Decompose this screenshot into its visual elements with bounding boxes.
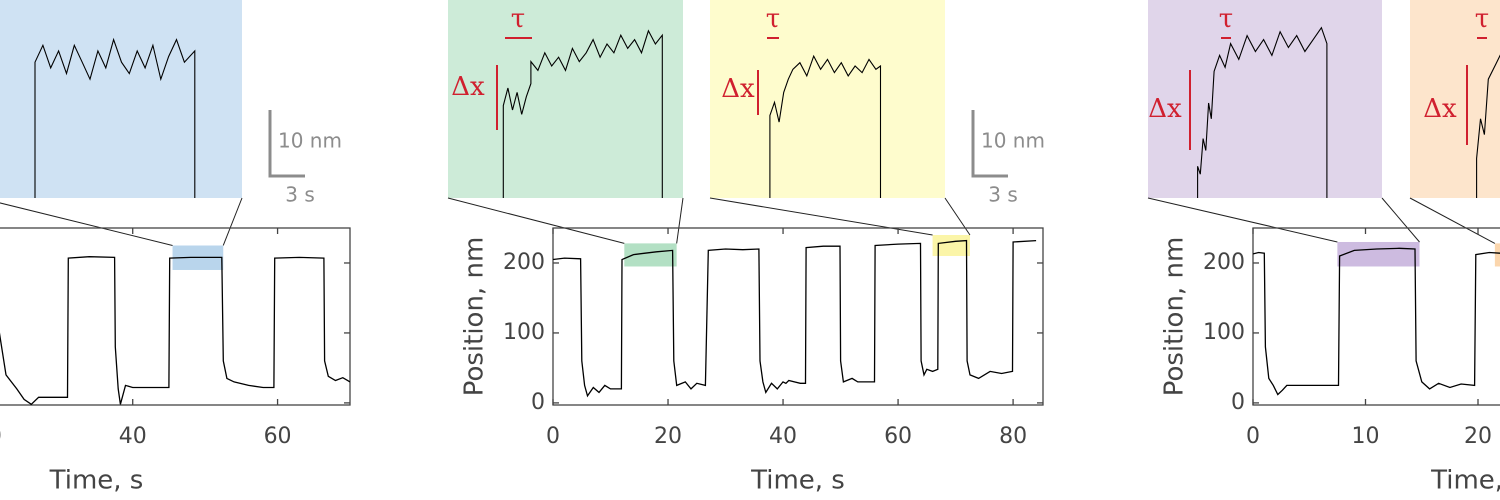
scale-bar [971, 110, 1008, 178]
y-axis-label: Position, nm [460, 237, 490, 397]
x-tick-label: 10 [1352, 424, 1380, 449]
inset-box [448, 0, 683, 198]
connector [0, 202, 173, 246]
scale-bar [268, 110, 305, 178]
panel: Δx τ Δx τ 10 nm 3 s 0 20 40 60 80 0 100 200 Time, s Pos… [447, 0, 1045, 496]
x-tick-label: 20 [654, 424, 682, 449]
y-tick-label: 0 [1231, 390, 1245, 415]
connector [709, 197, 933, 236]
inset-box [710, 0, 945, 198]
x-tick-label: 40 [119, 424, 147, 449]
delta-x-label: Δx [451, 72, 485, 102]
highlight [932, 234, 970, 256]
highlight [1494, 243, 1500, 267]
scale-bar-x-label: 3 s [285, 183, 315, 207]
connector [1409, 197, 1496, 244]
x-tick-label: 20 [0, 424, 2, 449]
y-tick-label: 100 [1203, 320, 1245, 345]
inset-box [0, 0, 242, 198]
x-axis-label: Time, s [49, 466, 144, 496]
panel: 10 nm3 s02040600100200Time, s [0, 0, 351, 496]
inset-trace [502, 29, 663, 198]
connector [676, 197, 684, 244]
tau-label: τ [1219, 4, 1233, 34]
connector [222, 197, 243, 246]
y-tick-label: 200 [1203, 250, 1245, 275]
x-tick-label: 20 [1464, 424, 1492, 449]
trace [553, 239, 1037, 398]
inset-box [1410, 0, 1500, 198]
inset-box [1148, 0, 1382, 198]
x-tick-label: 80 [999, 424, 1027, 449]
connector [447, 197, 625, 244]
x-tick-label: 40 [769, 424, 797, 449]
tau-label: τ [766, 4, 780, 34]
tau-label: τ [511, 4, 525, 34]
inset-trace [1476, 54, 1500, 198]
x-axis-label: Time, s [750, 466, 845, 496]
delta-x-label: Δx [721, 74, 755, 104]
inset-trace [34, 37, 196, 198]
y-tick-label: 0 [531, 390, 545, 415]
tau-label: τ [1475, 4, 1489, 34]
connector [944, 197, 971, 236]
y-tick-label: 100 [503, 320, 545, 345]
trace [0, 256, 350, 405]
scale-bar-x-label: 3 s [988, 183, 1018, 207]
y-axis-label: Position, nm [1160, 237, 1190, 397]
y-tick-label: 200 [503, 250, 545, 275]
x-tick-label: 0 [546, 424, 560, 449]
x-tick-label: 60 [264, 424, 292, 449]
highlight [624, 243, 677, 267]
x-tick-label: 60 [884, 424, 912, 449]
inset-trace [1197, 26, 1328, 198]
delta-x-label: Δx [1148, 94, 1182, 124]
scale-bar-y-label: 10 nm [278, 129, 342, 153]
axes-box [0, 227, 351, 406]
trace [1253, 247, 1500, 396]
highlight [1337, 241, 1420, 267]
inset-trace [769, 54, 882, 198]
scale-bar-y-label: 10 nm [981, 129, 1045, 153]
x-axis-label: Time, s [1430, 466, 1500, 496]
connector [1147, 197, 1338, 243]
x-tick-label: 0 [1246, 424, 1260, 449]
delta-x-label: Δx [1423, 94, 1457, 124]
connector [1381, 197, 1420, 243]
axes-box [552, 227, 1044, 406]
